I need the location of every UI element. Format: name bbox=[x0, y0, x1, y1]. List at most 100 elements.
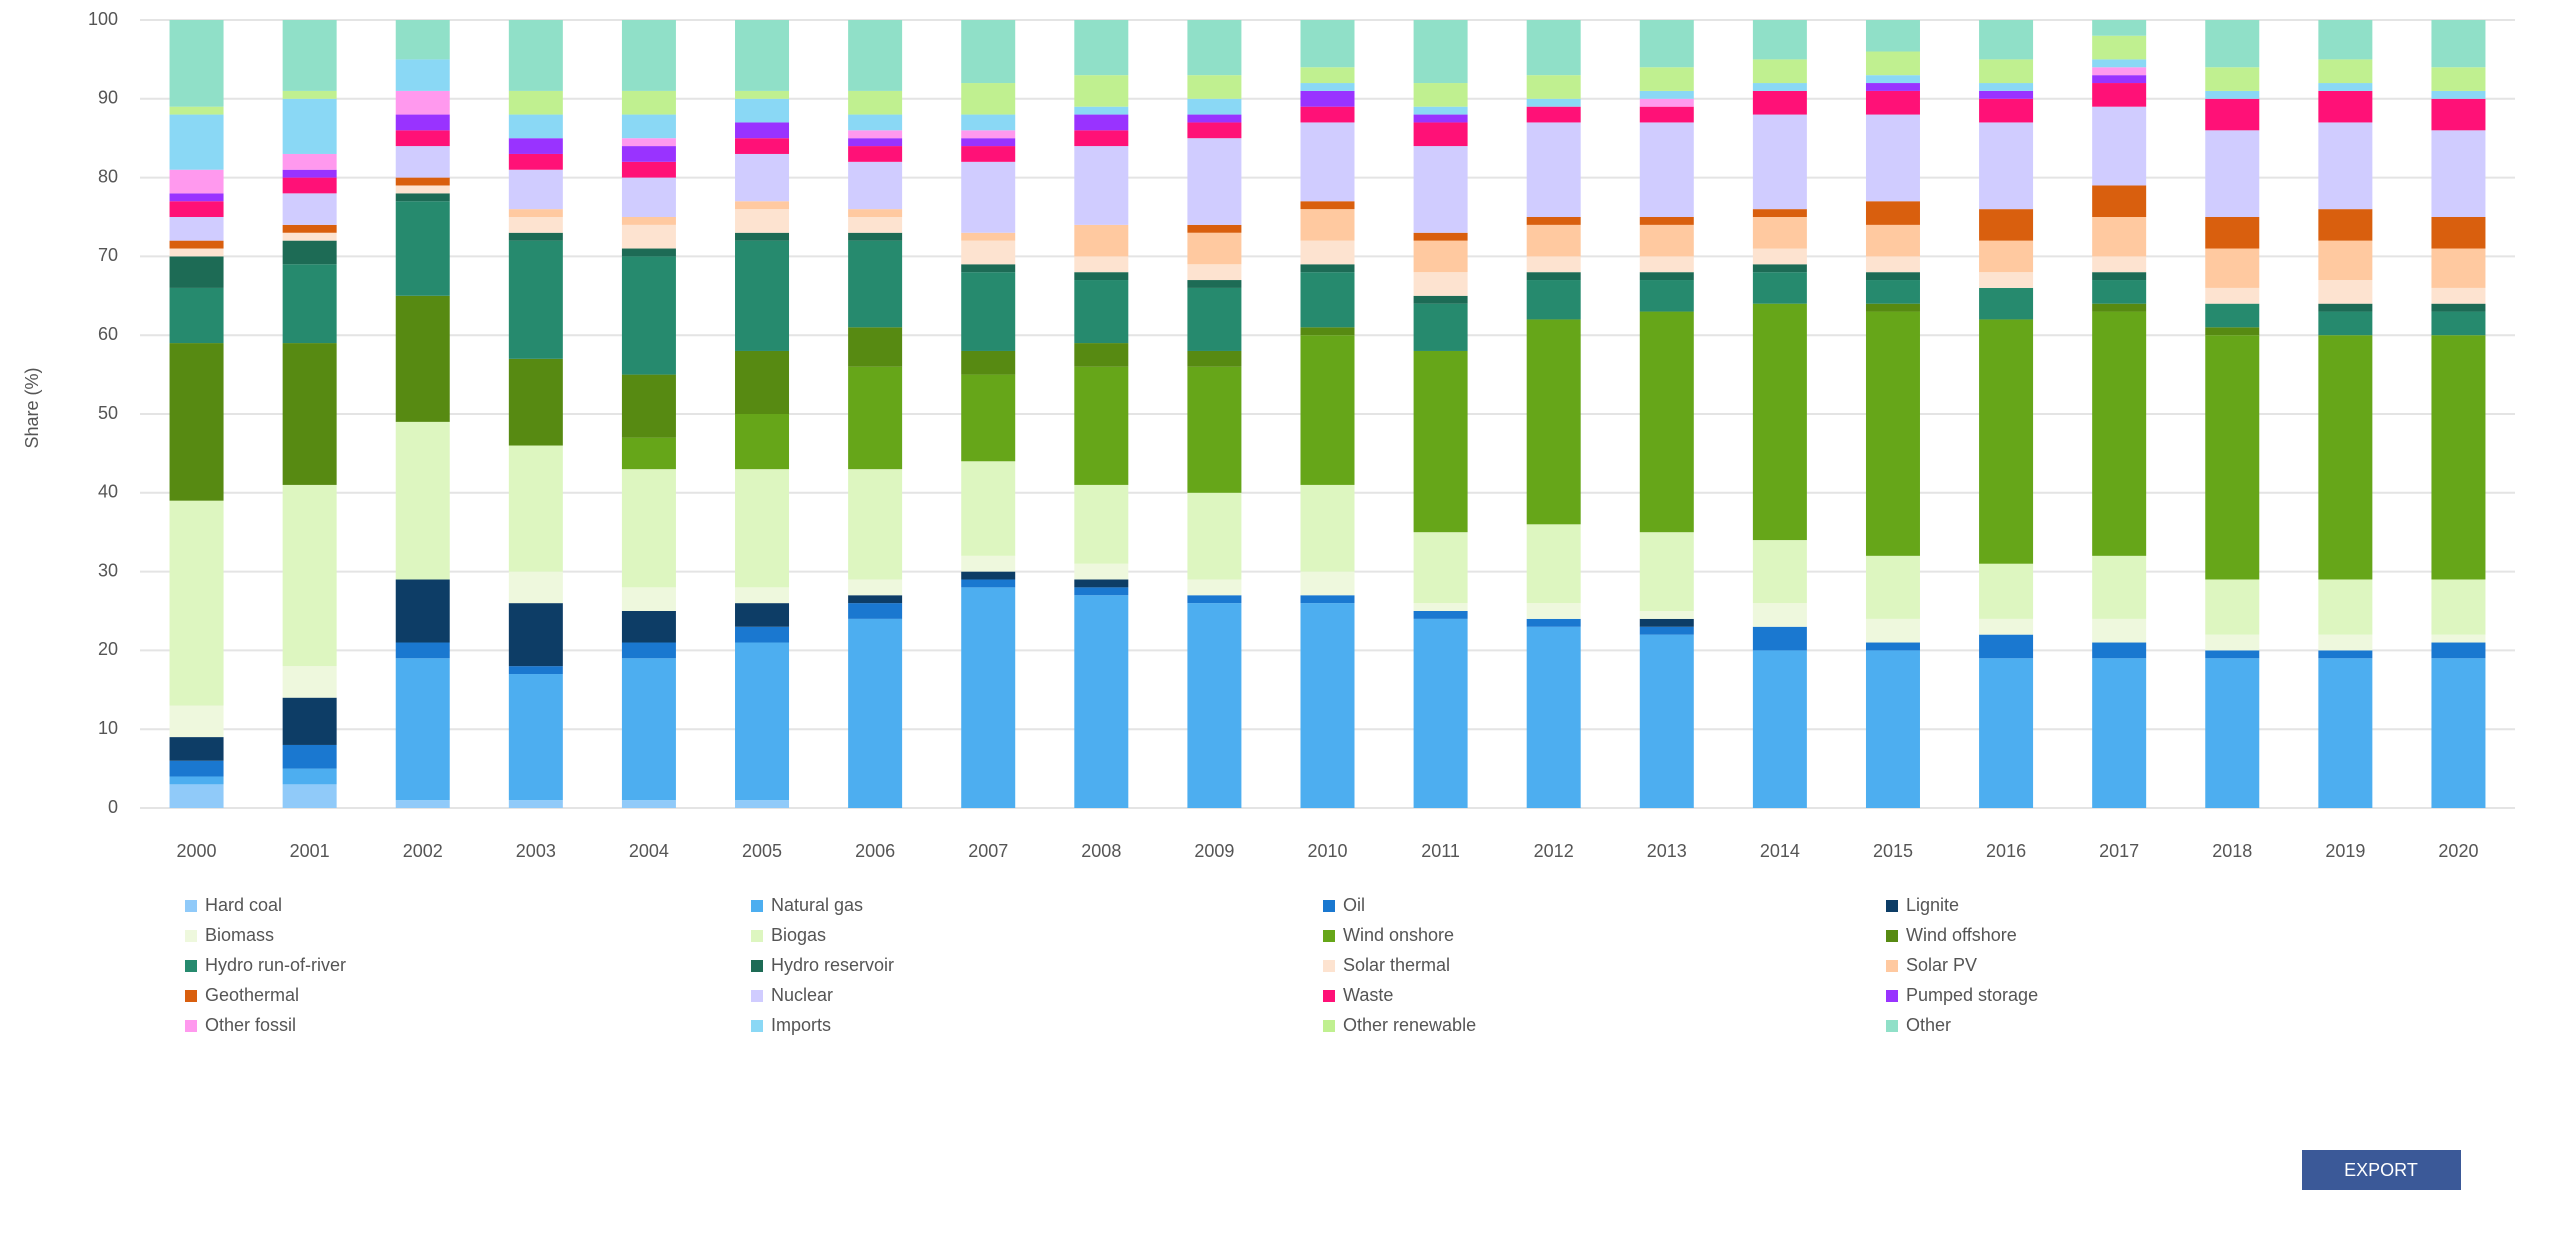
bar-segment bbox=[1187, 224, 1242, 233]
bar-segment bbox=[2431, 67, 2486, 91]
bar-segment bbox=[1074, 106, 1129, 115]
bar-segment bbox=[1979, 634, 2034, 659]
legend-label: Hydro reservoir bbox=[771, 955, 894, 975]
bar-segment bbox=[1300, 603, 1355, 808]
bar-segment bbox=[2092, 185, 2147, 217]
bar-segment bbox=[1979, 319, 2034, 564]
bar-segment bbox=[282, 153, 337, 170]
bar-segment bbox=[1413, 603, 1468, 611]
bar-segment bbox=[2205, 327, 2260, 336]
bar-segment bbox=[1413, 122, 1468, 147]
bar-segment bbox=[1639, 217, 1694, 225]
bar-segment bbox=[2205, 130, 2260, 217]
bar-segment bbox=[2205, 217, 2260, 249]
bar-segment bbox=[1074, 272, 1129, 281]
bar-segment bbox=[1865, 90, 1920, 115]
bar-segment bbox=[169, 201, 224, 217]
legend-label: Imports bbox=[771, 1015, 831, 1035]
bar-segment bbox=[395, 20, 450, 60]
bar-segment bbox=[2205, 20, 2260, 68]
legend-swatch bbox=[185, 930, 197, 942]
y-tick-label: 90 bbox=[98, 88, 118, 108]
bar-segment bbox=[1526, 217, 1581, 225]
bar-segment bbox=[848, 90, 903, 115]
bar-segment bbox=[2092, 35, 2147, 60]
legend-label: Natural gas bbox=[771, 895, 863, 915]
bar-segment bbox=[1300, 484, 1355, 572]
bar-segment bbox=[1639, 626, 1694, 635]
bar-segment bbox=[735, 626, 790, 643]
export-button[interactable] bbox=[2302, 1150, 2461, 1190]
bar-segment bbox=[961, 350, 1016, 375]
bar-segment bbox=[508, 90, 563, 115]
bar-segment bbox=[1074, 366, 1129, 485]
bar-segment bbox=[282, 784, 337, 808]
bar-segment bbox=[735, 350, 790, 414]
bar-segment bbox=[2205, 248, 2260, 288]
bar-segment bbox=[2318, 311, 2373, 336]
legend-swatch bbox=[185, 990, 197, 1002]
bar-segment bbox=[1300, 240, 1355, 265]
bar-segment bbox=[621, 114, 676, 139]
bar-segment bbox=[1526, 106, 1581, 123]
bar-segment bbox=[848, 327, 903, 367]
legend-swatch bbox=[1886, 930, 1898, 942]
bar-segment bbox=[621, 256, 676, 375]
bar-segment bbox=[1526, 75, 1581, 99]
bar-segment bbox=[2092, 658, 2147, 808]
bar-segment bbox=[735, 800, 790, 808]
bar-segment bbox=[395, 295, 450, 422]
bar-segment bbox=[395, 800, 450, 808]
bar-segment bbox=[1187, 280, 1242, 288]
bar-segment bbox=[1752, 272, 1807, 304]
bar-segment bbox=[2092, 20, 2147, 36]
x-tick-label: 2015 bbox=[1873, 841, 1913, 861]
y-tick-label: 100 bbox=[88, 9, 118, 29]
bar-segment bbox=[1300, 327, 1355, 336]
bar-segment bbox=[282, 484, 337, 667]
x-tick-label: 2004 bbox=[629, 841, 669, 861]
bar-segment bbox=[282, 20, 337, 91]
x-tick-label: 2012 bbox=[1534, 841, 1574, 861]
bar-segment bbox=[1979, 90, 2034, 99]
bar-segment bbox=[395, 193, 450, 202]
bar-segment bbox=[2205, 579, 2260, 635]
bar-segment bbox=[169, 705, 224, 738]
bar-segment bbox=[1300, 90, 1355, 107]
bar-segment bbox=[2431, 287, 2486, 304]
y-tick-label: 20 bbox=[98, 639, 118, 659]
bar-segment bbox=[508, 114, 563, 139]
x-tick-label: 2016 bbox=[1986, 841, 2026, 861]
bar-segment bbox=[395, 658, 450, 801]
bar-segment bbox=[1074, 280, 1129, 344]
bar-segment bbox=[1300, 272, 1355, 328]
bar-segment bbox=[1979, 98, 2034, 123]
bar-segment bbox=[2318, 122, 2373, 210]
bar-segment bbox=[848, 603, 903, 619]
bar-segment bbox=[2318, 59, 2373, 84]
bar-segment bbox=[1413, 83, 1468, 107]
legend-label: Hard coal bbox=[205, 895, 282, 915]
legend-swatch bbox=[1886, 900, 1898, 912]
export-button-label[interactable]: EXPORT bbox=[2344, 1160, 2418, 1180]
bar-segment bbox=[961, 138, 1016, 147]
bar-segment bbox=[2431, 634, 2486, 643]
bar-segment bbox=[735, 153, 790, 202]
bar-segment bbox=[1979, 618, 2034, 635]
bar-segment bbox=[848, 618, 903, 808]
bar-segment bbox=[1979, 240, 2034, 273]
legend-label: Nuclear bbox=[771, 985, 833, 1005]
bar-segment bbox=[1413, 295, 1468, 304]
bar-segment bbox=[2092, 217, 2147, 257]
legend-label: Geothermal bbox=[205, 985, 299, 1005]
bar-segment bbox=[1300, 209, 1355, 241]
bar-segment bbox=[395, 421, 450, 580]
bar-segment bbox=[1187, 138, 1242, 225]
bar-segment bbox=[1300, 83, 1355, 91]
bar-segment bbox=[848, 579, 903, 596]
bar-segment bbox=[1074, 484, 1129, 564]
bar-segment bbox=[1187, 287, 1242, 351]
bar-segment bbox=[735, 603, 790, 627]
bar-segment bbox=[282, 169, 337, 178]
legend-label: Biomass bbox=[205, 925, 274, 945]
